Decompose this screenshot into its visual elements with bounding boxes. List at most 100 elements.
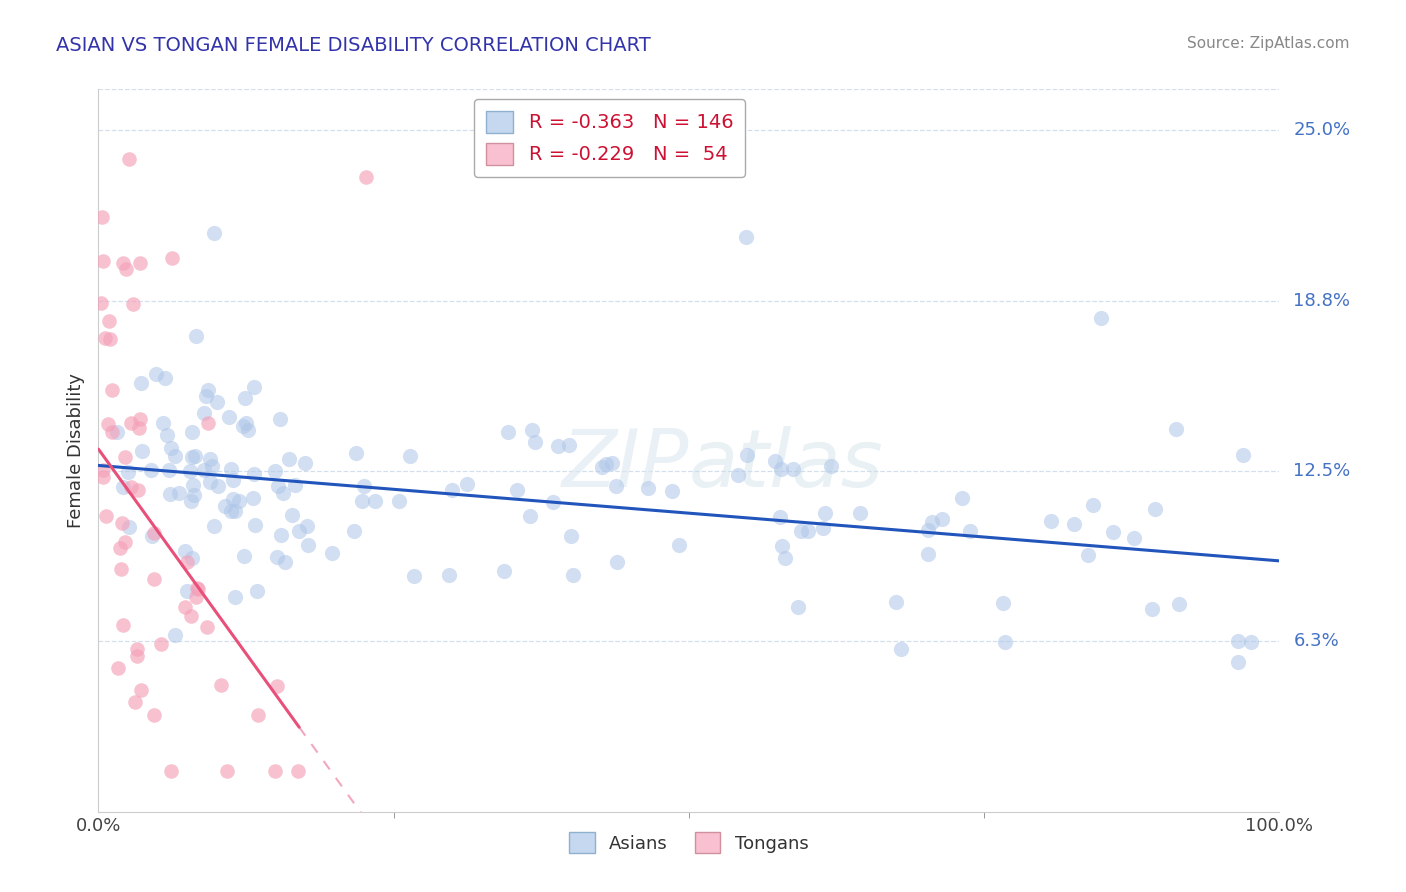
Point (181, 425, 204, 439)
Point (184, 590, 207, 604)
Point (814, 507, 837, 521)
Point (267, 479, 290, 493)
Text: atlas: atlas (689, 425, 884, 504)
Point (176, 583, 198, 598)
Point (273, 485, 295, 500)
Point (198, 452, 221, 467)
Point (278, 452, 301, 467)
Point (1227, 655, 1250, 669)
Point (219, 504, 242, 518)
Point (1081, 498, 1104, 512)
Point (321, 546, 343, 560)
Point (181, 550, 204, 565)
Point (165, 449, 187, 463)
Point (114, 450, 136, 464)
Point (890, 642, 912, 657)
Point (492, 564, 515, 578)
Point (183, 477, 205, 491)
Point (97, 417, 120, 432)
Point (263, 764, 285, 778)
Point (143, 526, 166, 541)
Point (96, 508, 118, 523)
Point (111, 516, 134, 530)
Point (115, 261, 138, 276)
Point (98, 332, 121, 346)
Point (848, 506, 870, 520)
Point (1077, 549, 1099, 563)
Point (142, 708, 165, 723)
Point (782, 462, 804, 476)
Point (547, 439, 569, 453)
Point (264, 464, 287, 478)
Point (959, 524, 981, 539)
Point (921, 515, 943, 529)
Point (399, 449, 422, 463)
Point (560, 529, 582, 543)
Point (195, 620, 218, 634)
Point (993, 596, 1015, 610)
Point (205, 394, 228, 409)
Point (108, 541, 131, 556)
Point (98, 314, 121, 328)
Point (284, 478, 307, 492)
Point (193, 406, 215, 420)
Point (354, 169, 377, 184)
Point (193, 463, 215, 477)
Point (1227, 633, 1250, 648)
Point (120, 416, 142, 430)
Text: 25.0%: 25.0% (1294, 121, 1351, 139)
Point (118, 520, 141, 534)
Point (129, 683, 152, 698)
Point (520, 423, 543, 437)
Point (402, 569, 425, 583)
Y-axis label: Female Disability: Female Disability (66, 373, 84, 528)
Point (219, 462, 242, 476)
Point (150, 637, 173, 651)
Point (233, 391, 256, 405)
Point (110, 562, 132, 576)
Point (353, 479, 375, 493)
Point (174, 544, 197, 558)
Point (183, 488, 205, 502)
Point (287, 764, 309, 778)
Text: 6.3%: 6.3% (1294, 632, 1339, 650)
Point (197, 383, 219, 397)
Point (950, 491, 973, 505)
Point (197, 416, 219, 430)
Point (218, 409, 240, 424)
Point (1039, 514, 1062, 528)
Point (661, 483, 683, 498)
Point (243, 518, 266, 533)
Point (180, 609, 202, 624)
Point (222, 491, 245, 506)
Point (558, 438, 581, 452)
Point (769, 510, 792, 524)
Point (440, 483, 463, 497)
Point (202, 226, 225, 240)
Point (107, 661, 129, 675)
Point (931, 511, 953, 525)
Point (242, 380, 264, 394)
Point (917, 523, 939, 537)
Point (274, 555, 297, 569)
Point (129, 256, 152, 270)
Point (215, 764, 238, 778)
Point (179, 464, 201, 478)
Point (1232, 448, 1254, 462)
Point (232, 418, 254, 433)
Point (288, 524, 311, 538)
Text: 18.8%: 18.8% (1294, 292, 1350, 310)
Point (1240, 635, 1263, 649)
Point (112, 618, 135, 632)
Point (160, 251, 183, 265)
Point (668, 538, 690, 552)
Point (281, 508, 304, 523)
Point (519, 509, 541, 524)
Point (207, 479, 229, 493)
Point (266, 550, 288, 565)
Point (561, 567, 583, 582)
Point (91, 462, 114, 476)
Point (145, 367, 167, 381)
Point (120, 480, 142, 494)
Point (242, 491, 264, 506)
